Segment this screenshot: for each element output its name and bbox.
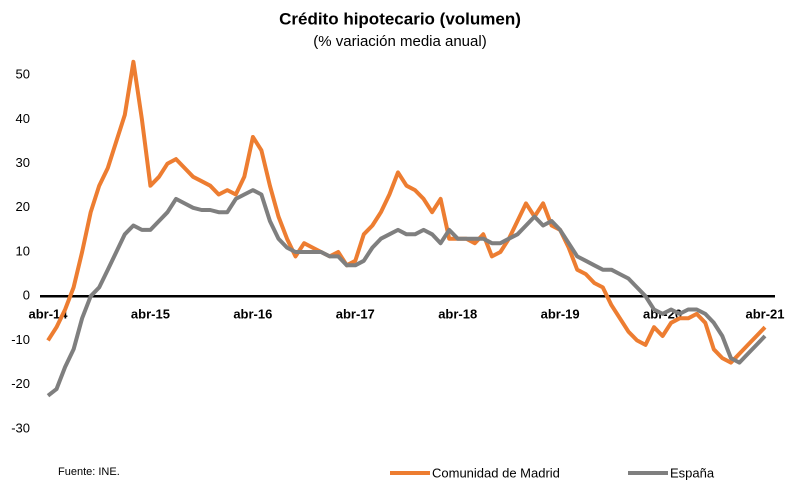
x-tick-label: abr-18	[438, 307, 477, 322]
chart-subtitle: (% variación media anual)	[313, 33, 486, 50]
legend-label: Comunidad de Madrid	[432, 465, 560, 480]
y-tick-label: 40	[16, 111, 30, 126]
chart-title: Crédito hipotecario (volumen)	[279, 9, 521, 28]
y-tick-label: 50	[16, 67, 30, 82]
x-tick-label: abr-14	[28, 307, 68, 322]
y-tick-label: 0	[23, 288, 30, 303]
line	[46, 188, 767, 398]
y-tick-label: -30	[11, 420, 30, 435]
y-tick-label: 10	[16, 243, 30, 258]
y-tick-label: -10	[11, 332, 30, 347]
legend-label: España	[670, 465, 715, 480]
x-tick-label: abr-15	[131, 307, 170, 322]
x-tick-label: abr-16	[233, 307, 272, 322]
x-tick-label: abr-19	[541, 307, 580, 322]
source: Fuente: INE.	[58, 466, 120, 478]
y-tick-label: 20	[16, 199, 30, 214]
x-tick-label: abr-21	[745, 307, 784, 322]
y-tick-label: -20	[11, 376, 30, 391]
x-tick-label: abr-17	[336, 307, 375, 322]
y-tick-label: 30	[16, 155, 30, 170]
line	[46, 59, 767, 365]
